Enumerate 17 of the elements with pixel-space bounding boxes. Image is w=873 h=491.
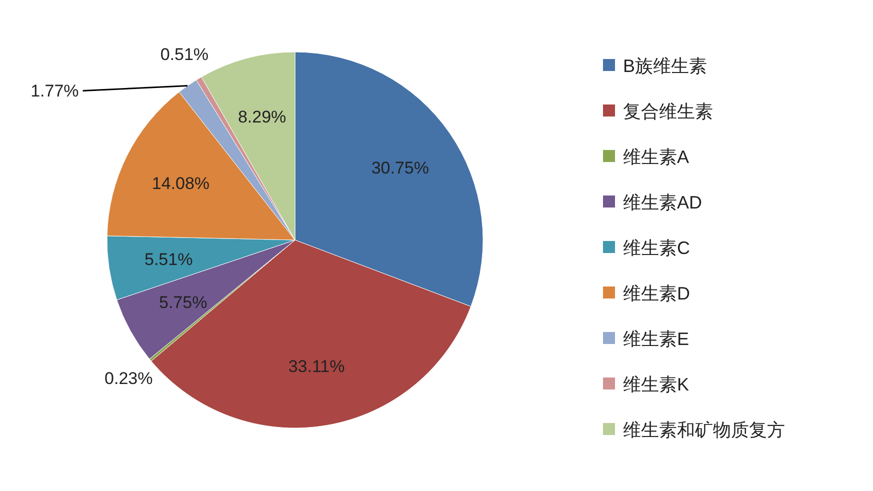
data-label: 8.29% [238, 107, 286, 126]
legend-label: 维生素AD [623, 192, 702, 212]
data-label: 0.51% [160, 45, 209, 64]
legend-label: B族维生素 [623, 56, 708, 76]
legend-label: 维生素E [623, 329, 690, 349]
legend-label: 维生素D [623, 284, 690, 304]
legend-label: 维生素K [623, 374, 690, 394]
legend-label: 维生素A [623, 147, 690, 167]
legend-label: 维生素C [623, 238, 690, 258]
data-label: 30.75% [371, 158, 429, 178]
data-label: 5.75% [159, 292, 208, 312]
data-label: 0.23% [104, 369, 153, 388]
data-label: 33.11% [288, 357, 345, 376]
data-label: 1.77% [30, 82, 79, 101]
data-label: 5.51% [144, 250, 193, 270]
data-label: 14.08% [152, 174, 210, 193]
legend-label: 复合维生素 [623, 102, 713, 122]
